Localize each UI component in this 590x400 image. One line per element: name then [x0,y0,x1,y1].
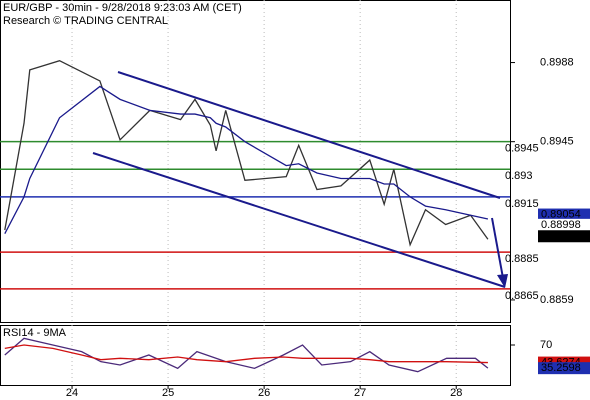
price-marker-label: 0.88998 [541,219,581,231]
level-label: 0.8865 [505,290,539,302]
x-tick-label: 25 [162,387,174,399]
price-marker [538,218,590,231]
series-line [4,85,489,234]
forecast-arrow [491,217,504,279]
series-line [4,344,488,364]
chart-title: EUR/GBP - 30min - 9/28/2018 9:23:03 AM (… [3,2,242,14]
x-tick-label: 28 [450,387,462,399]
forecast-arrow-head [497,274,508,288]
price-marker [538,208,590,221]
price-marker-label: 35.2598 [541,362,581,374]
level-label: 0.8945 [505,143,539,155]
y-tick-label: 0.8859 [540,294,574,306]
level-label: 0.8885 [505,253,539,265]
series-line [4,60,489,247]
price-marker [538,362,590,375]
panel-frame [0,0,511,323]
x-tick-label: 24 [66,387,78,399]
x-tick-label: 27 [354,387,366,399]
y-tick-label: 0.8988 [540,56,574,68]
channel-lower [92,152,506,288]
series-line [4,337,489,373]
y-tick-label: 70 [540,339,552,351]
rsi-title: RSI14 - 9MA [3,327,67,339]
price-marker [538,230,590,243]
channel-upper [117,71,501,199]
level-label: 0.8915 [505,198,539,210]
level-label: 0.893 [505,170,533,182]
x-tick-label: 26 [258,387,270,399]
panel-frame [0,325,511,386]
y-tick-label: 0.8945 [540,136,574,148]
price-marker-label: 0.88936 [541,230,581,242]
chart-subtitle: Research © TRADING CENTRAL [3,15,168,27]
price-marker-label: 0.89054 [541,208,581,220]
